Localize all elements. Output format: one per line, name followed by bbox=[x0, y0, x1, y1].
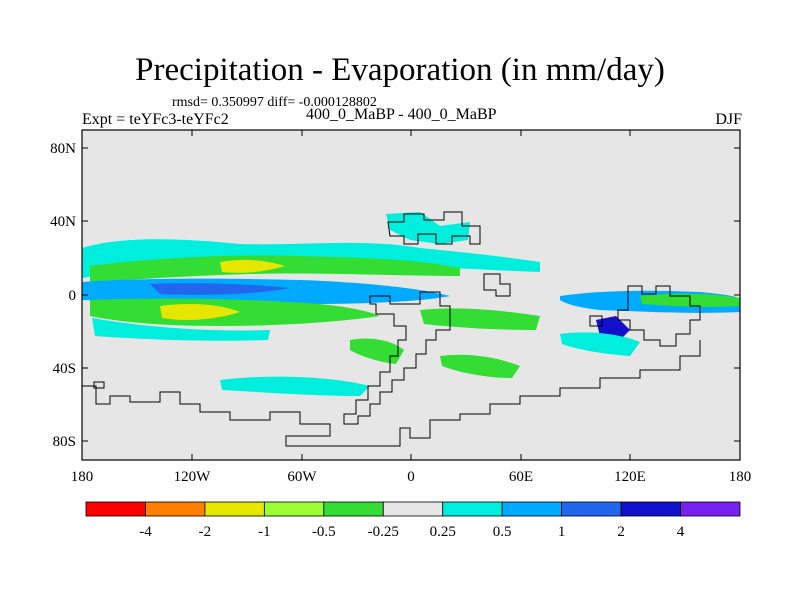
colorbar-labels: -4 -2 -1 -0.5 -0.25 0.25 0.5 1 2 4 bbox=[139, 524, 685, 540]
sh-cyan-band bbox=[92, 318, 270, 341]
colorbar-swatch bbox=[263, 501, 325, 517]
lon-label-60e: 60E bbox=[509, 469, 533, 485]
coastlines bbox=[82, 211, 701, 447]
lon-label-120e: 120E bbox=[614, 469, 646, 485]
antarctic-coast bbox=[82, 340, 701, 447]
lon-label-60w: 60W bbox=[287, 469, 317, 485]
colorbar-swatch bbox=[204, 501, 265, 517]
equatorial-dark-blue bbox=[150, 283, 290, 295]
colorbar-label: -4 bbox=[139, 524, 152, 540]
mediterranean-outline bbox=[387, 211, 481, 245]
season-label: DJF bbox=[715, 111, 742, 128]
island-outline bbox=[589, 315, 603, 327]
lat-label-0: 0 bbox=[69, 288, 77, 304]
lon-label-0: 0 bbox=[407, 469, 415, 485]
south-america-outline bbox=[343, 291, 451, 425]
lon-label-120w: 120W bbox=[174, 469, 212, 485]
colorbar-swatch bbox=[323, 501, 384, 517]
small-island-outline bbox=[93, 381, 105, 389]
colorbar-label: -0.25 bbox=[368, 524, 399, 540]
precip-field bbox=[82, 212, 740, 396]
lat-ticks bbox=[82, 147, 740, 442]
colorbar-label: -1 bbox=[258, 524, 271, 540]
colorbar-swatch bbox=[442, 501, 503, 517]
colorbar-swatch bbox=[145, 501, 206, 517]
indian-ocean-cyan bbox=[560, 332, 640, 356]
colorbar-label: 1 bbox=[558, 524, 566, 540]
colorbar-swatch bbox=[620, 501, 681, 517]
lat-labels: 80N 40N 0 40S 80S bbox=[50, 141, 76, 450]
lat-label-40s: 40S bbox=[53, 361, 76, 377]
stats-label: rmsd= 0.350997 diff= -0.000128802 bbox=[172, 95, 377, 110]
south-africa-green bbox=[440, 354, 520, 378]
lon-ticks bbox=[191, 130, 631, 460]
colorbar-label: 0.25 bbox=[430, 524, 456, 540]
period-label: 400_0_MaBP - 400_0_MaBP bbox=[306, 106, 497, 123]
colorbar-label: -0.5 bbox=[312, 524, 336, 540]
sh-yellow-patch bbox=[160, 304, 240, 320]
lat-label-80s: 80S bbox=[53, 434, 76, 450]
lat-label-80n: 80N bbox=[50, 141, 76, 157]
lon-label-180e: 180 bbox=[729, 469, 752, 485]
colorbar-swatch bbox=[561, 501, 622, 517]
arabia-outline bbox=[483, 273, 511, 297]
colorbar bbox=[85, 501, 741, 517]
colorbar-label: 2 bbox=[617, 524, 625, 540]
nh-yellow-patch bbox=[220, 259, 285, 273]
lat-label-40n: 40N bbox=[50, 214, 76, 230]
colorbar-label: 0.5 bbox=[493, 524, 512, 540]
southeast-asia-outline bbox=[617, 285, 701, 347]
nh-green-band bbox=[90, 255, 460, 282]
med-cyan bbox=[386, 212, 470, 244]
lon-label-180w: 180 bbox=[71, 469, 94, 485]
colorbar-swatch bbox=[85, 501, 146, 517]
colorbar-swatch bbox=[382, 501, 444, 517]
colorbar-label: 4 bbox=[677, 524, 685, 540]
chart-title: Precipitation - Evaporation (in mm/day) bbox=[135, 52, 665, 88]
southern-ocean-cyan bbox=[220, 376, 370, 396]
colorbar-swatch bbox=[680, 501, 741, 517]
colorbar-swatch bbox=[501, 501, 563, 517]
colorbar-label: -2 bbox=[199, 524, 212, 540]
experiment-label: Expt = teYFc3-teYFc2 bbox=[82, 111, 229, 128]
lon-labels: 180 120W 60W 0 60E 120E 180 bbox=[71, 469, 752, 485]
